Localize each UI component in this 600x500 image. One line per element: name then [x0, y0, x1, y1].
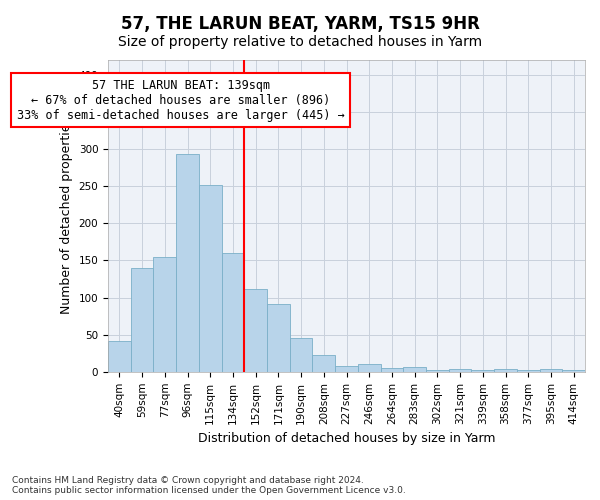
Bar [426, 370, 449, 372]
Bar [472, 370, 494, 372]
Bar [131, 268, 154, 372]
Bar [539, 369, 562, 372]
Text: 57, THE LARUN BEAT, YARM, TS15 9HR: 57, THE LARUN BEAT, YARM, TS15 9HR [121, 15, 479, 33]
Text: Contains HM Land Registry data © Crown copyright and database right 2024.
Contai: Contains HM Land Registry data © Crown c… [12, 476, 406, 495]
Bar [108, 340, 131, 372]
Text: Size of property relative to detached houses in Yarm: Size of property relative to detached ho… [118, 35, 482, 49]
X-axis label: Distribution of detached houses by size in Yarm: Distribution of detached houses by size … [198, 432, 495, 445]
Bar [449, 369, 472, 372]
Bar [267, 304, 290, 372]
Bar [335, 366, 358, 372]
Bar [494, 369, 517, 372]
Text: 57 THE LARUN BEAT: 139sqm
← 67% of detached houses are smaller (896)
33% of semi: 57 THE LARUN BEAT: 139sqm ← 67% of detac… [17, 78, 344, 122]
Bar [176, 154, 199, 372]
Bar [199, 186, 221, 372]
Bar [313, 354, 335, 372]
Bar [154, 256, 176, 372]
Bar [290, 338, 313, 372]
Bar [358, 364, 380, 372]
Bar [562, 370, 585, 372]
Bar [403, 366, 426, 372]
Y-axis label: Number of detached properties: Number of detached properties [60, 118, 73, 314]
Bar [221, 253, 244, 372]
Bar [380, 368, 403, 372]
Bar [244, 288, 267, 372]
Bar [517, 370, 539, 372]
